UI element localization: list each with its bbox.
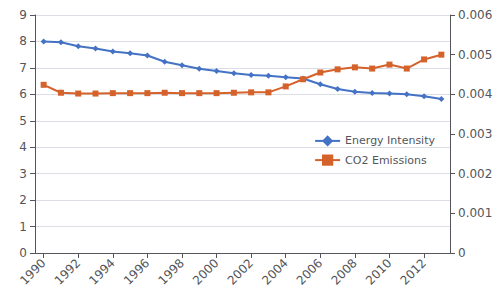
svg-text:9: 9 — [19, 8, 27, 22]
svg-text:0.004: 0.004 — [458, 87, 492, 101]
svg-text:0: 0 — [458, 246, 466, 260]
svg-text:1990: 1990 — [17, 256, 48, 287]
svg-text:0.005: 0.005 — [458, 48, 492, 62]
svg-text:2012: 2012 — [398, 256, 429, 287]
svg-text:6: 6 — [19, 87, 27, 101]
svg-text:2006: 2006 — [294, 256, 325, 287]
svg-text:7: 7 — [19, 61, 27, 75]
svg-text:2010: 2010 — [363, 256, 394, 287]
svg-text:0.002: 0.002 — [458, 167, 492, 181]
svg-text:0.003: 0.003 — [458, 127, 492, 141]
svg-text:1992: 1992 — [52, 256, 83, 287]
svg-text:0.006: 0.006 — [458, 8, 492, 22]
svg-text:0: 0 — [19, 246, 27, 260]
svg-text:Energy Intensity: Energy Intensity — [345, 134, 435, 147]
svg-text:2008: 2008 — [328, 256, 359, 287]
svg-text:8: 8 — [19, 34, 27, 48]
svg-text:1996: 1996 — [121, 256, 152, 287]
svg-text:1: 1 — [19, 220, 27, 234]
svg-text:3: 3 — [19, 167, 27, 181]
svg-text:2000: 2000 — [190, 256, 221, 287]
svg-text:CO2 Emissions: CO2 Emissions — [345, 154, 427, 167]
svg-text:1998: 1998 — [155, 256, 186, 287]
svg-text:2004: 2004 — [259, 256, 290, 287]
svg-text:2: 2 — [19, 193, 27, 207]
svg-text:5: 5 — [19, 114, 27, 128]
svg-text:1994: 1994 — [86, 256, 117, 287]
svg-text:2002: 2002 — [225, 256, 256, 287]
svg-text:0.001: 0.001 — [458, 206, 492, 220]
svg-text:4: 4 — [19, 140, 27, 154]
